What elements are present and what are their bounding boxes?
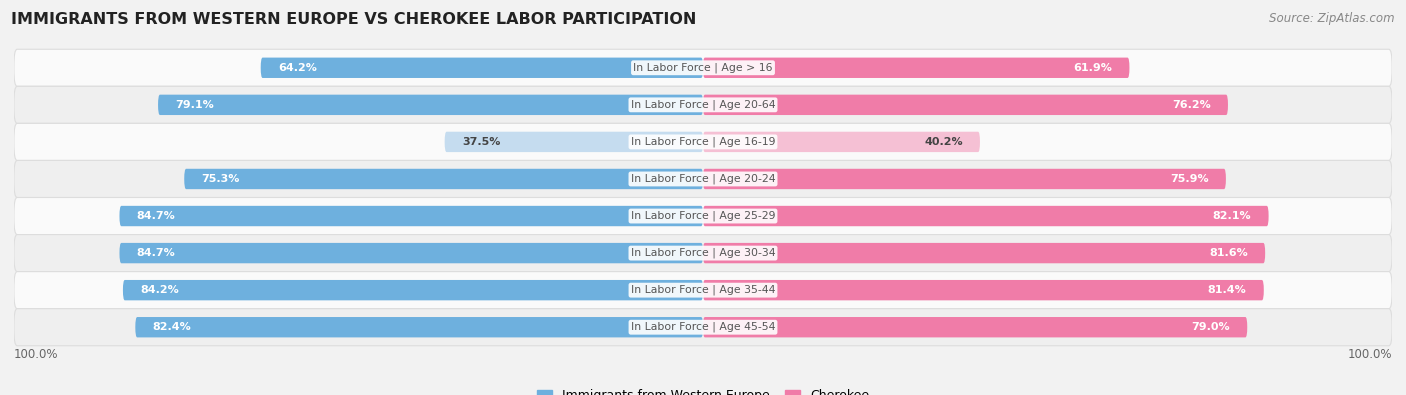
Text: IMMIGRANTS FROM WESTERN EUROPE VS CHEROKEE LABOR PARTICIPATION: IMMIGRANTS FROM WESTERN EUROPE VS CHEROK… [11, 12, 696, 27]
Text: 84.7%: 84.7% [136, 211, 176, 221]
Text: 81.6%: 81.6% [1209, 248, 1249, 258]
Text: In Labor Force | Age > 16: In Labor Force | Age > 16 [633, 62, 773, 73]
Text: In Labor Force | Age 30-34: In Labor Force | Age 30-34 [631, 248, 775, 258]
FancyBboxPatch shape [14, 160, 1392, 198]
FancyBboxPatch shape [157, 95, 703, 115]
FancyBboxPatch shape [703, 58, 1129, 78]
Text: In Labor Force | Age 20-64: In Labor Force | Age 20-64 [631, 100, 775, 110]
Text: 100.0%: 100.0% [14, 348, 59, 361]
Text: 81.4%: 81.4% [1208, 285, 1247, 295]
FancyBboxPatch shape [120, 206, 703, 226]
Text: 82.1%: 82.1% [1213, 211, 1251, 221]
Text: In Labor Force | Age 16-19: In Labor Force | Age 16-19 [631, 137, 775, 147]
Text: In Labor Force | Age 25-29: In Labor Force | Age 25-29 [631, 211, 775, 221]
Text: In Labor Force | Age 35-44: In Labor Force | Age 35-44 [631, 285, 775, 295]
FancyBboxPatch shape [14, 235, 1392, 272]
FancyBboxPatch shape [260, 58, 703, 78]
FancyBboxPatch shape [122, 280, 703, 300]
FancyBboxPatch shape [120, 243, 703, 263]
Text: 75.9%: 75.9% [1170, 174, 1209, 184]
FancyBboxPatch shape [703, 169, 1226, 189]
Legend: Immigrants from Western Europe, Cherokee: Immigrants from Western Europe, Cherokee [531, 384, 875, 395]
Text: 84.7%: 84.7% [136, 248, 176, 258]
FancyBboxPatch shape [703, 206, 1268, 226]
Text: 37.5%: 37.5% [461, 137, 501, 147]
Text: 84.2%: 84.2% [141, 285, 179, 295]
FancyBboxPatch shape [135, 317, 703, 337]
FancyBboxPatch shape [444, 132, 703, 152]
Text: Source: ZipAtlas.com: Source: ZipAtlas.com [1270, 12, 1395, 25]
Text: 75.3%: 75.3% [201, 174, 240, 184]
FancyBboxPatch shape [14, 49, 1392, 87]
FancyBboxPatch shape [14, 198, 1392, 235]
FancyBboxPatch shape [703, 132, 980, 152]
FancyBboxPatch shape [14, 308, 1392, 346]
Text: In Labor Force | Age 45-54: In Labor Force | Age 45-54 [631, 322, 775, 333]
Text: 82.4%: 82.4% [152, 322, 191, 332]
FancyBboxPatch shape [14, 87, 1392, 123]
Text: 40.2%: 40.2% [924, 137, 963, 147]
FancyBboxPatch shape [14, 272, 1392, 308]
Text: In Labor Force | Age 20-24: In Labor Force | Age 20-24 [631, 174, 775, 184]
Text: 61.9%: 61.9% [1073, 63, 1112, 73]
FancyBboxPatch shape [703, 95, 1227, 115]
Text: 64.2%: 64.2% [278, 63, 316, 73]
Text: 79.0%: 79.0% [1191, 322, 1230, 332]
Text: 79.1%: 79.1% [176, 100, 214, 110]
FancyBboxPatch shape [703, 317, 1247, 337]
FancyBboxPatch shape [703, 280, 1264, 300]
FancyBboxPatch shape [14, 123, 1392, 160]
FancyBboxPatch shape [703, 243, 1265, 263]
Text: 76.2%: 76.2% [1173, 100, 1211, 110]
Text: 100.0%: 100.0% [1347, 348, 1392, 361]
FancyBboxPatch shape [184, 169, 703, 189]
